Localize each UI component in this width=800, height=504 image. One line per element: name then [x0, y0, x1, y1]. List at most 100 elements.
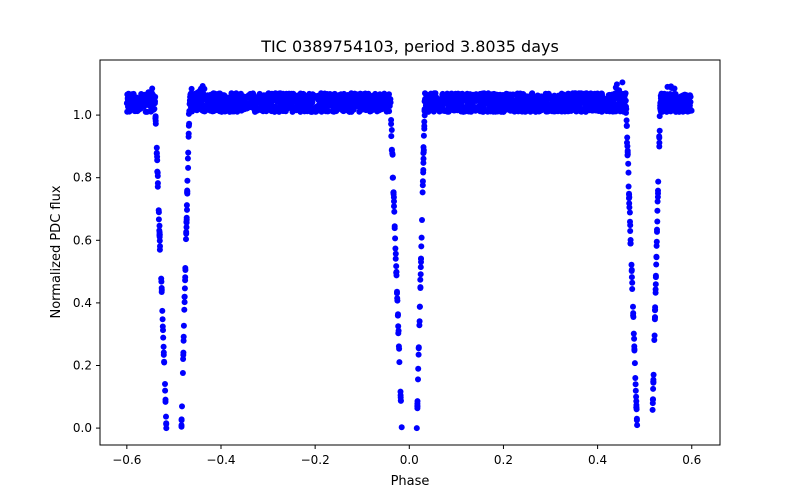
data-point [413, 425, 420, 432]
data-point [241, 98, 248, 105]
x-tick-label: −0.6 [112, 453, 141, 467]
data-point [650, 371, 657, 378]
data-point [181, 306, 188, 313]
data-point [421, 112, 428, 119]
data-point [656, 133, 663, 140]
data-point [671, 85, 678, 92]
data-point [499, 92, 506, 99]
data-point [649, 396, 656, 403]
data-point [184, 206, 190, 213]
data-point [285, 104, 291, 110]
y-tick-label: 0.6 [73, 233, 92, 247]
data-point [204, 92, 211, 99]
data-point [181, 293, 188, 300]
data-point [162, 381, 168, 387]
data-point [565, 90, 572, 97]
data-point [633, 404, 640, 411]
data-point [159, 307, 166, 314]
data-point [181, 299, 188, 306]
data-point [655, 190, 661, 197]
data-point [389, 174, 396, 181]
data-point [345, 96, 352, 103]
x-tick-label: 0.6 [682, 453, 701, 467]
data-point [124, 91, 131, 98]
data-point [421, 123, 428, 129]
data-point [144, 108, 151, 115]
data-point [271, 95, 278, 101]
data-point [156, 231, 163, 237]
data-point [268, 108, 275, 115]
data-point [653, 261, 660, 268]
data-point [152, 117, 159, 124]
y-tick-label: 0.2 [73, 358, 92, 372]
data-point [628, 261, 635, 268]
data-point [391, 223, 398, 230]
data-point [339, 94, 346, 100]
data-point [651, 337, 658, 343]
data-point [661, 101, 668, 107]
data-point [192, 106, 198, 113]
data-point [659, 108, 666, 115]
data-point [623, 123, 630, 129]
data-point [418, 255, 424, 262]
data-point [686, 108, 693, 115]
data-point [462, 95, 469, 102]
data-point [156, 222, 163, 229]
data-point [391, 203, 397, 210]
data-point [395, 330, 402, 337]
data-point [650, 385, 657, 392]
data-point [575, 91, 582, 98]
data-point [654, 198, 661, 205]
data-point [254, 97, 261, 104]
data-point [184, 155, 191, 162]
data-point [154, 168, 161, 175]
data-point [149, 85, 156, 92]
data-point [226, 108, 233, 115]
data-point [630, 303, 636, 310]
data-point [433, 105, 440, 112]
data-point [276, 92, 283, 99]
x-tick-label: 0.4 [588, 453, 607, 467]
data-point [129, 97, 136, 104]
data-point [621, 99, 628, 106]
data-point [383, 108, 390, 115]
data-point [678, 95, 685, 102]
data-point [629, 286, 636, 292]
data-point [431, 93, 438, 99]
data-point [618, 103, 625, 110]
data-point [627, 222, 634, 229]
data-point [184, 188, 191, 195]
data-point [282, 93, 289, 99]
data-point [277, 103, 284, 110]
data-point [183, 224, 190, 231]
data-point [415, 351, 422, 358]
data-point [449, 90, 456, 97]
data-point [626, 209, 633, 216]
y-axis-label: Normalized PDC flux [49, 185, 64, 318]
data-point [436, 99, 443, 106]
data-point [632, 375, 639, 381]
data-point [627, 240, 634, 247]
data-point [418, 243, 425, 250]
data-point [536, 105, 543, 112]
data-point [180, 333, 187, 340]
data-point [255, 105, 262, 112]
data-point [624, 149, 631, 156]
data-point [390, 194, 397, 201]
data-point [651, 332, 658, 339]
data-point [355, 103, 362, 110]
data-point [582, 108, 589, 115]
data-point [604, 105, 611, 112]
data-point [149, 90, 155, 97]
data-point [514, 90, 521, 97]
data-point [627, 228, 634, 234]
data-point [679, 106, 686, 113]
data-point [199, 91, 206, 98]
data-point [395, 343, 402, 350]
data-point [656, 143, 663, 150]
data-point [505, 105, 512, 112]
data-point [653, 254, 660, 261]
x-tick-label: −0.2 [301, 453, 330, 467]
data-point [391, 198, 397, 205]
data-point [633, 398, 640, 405]
